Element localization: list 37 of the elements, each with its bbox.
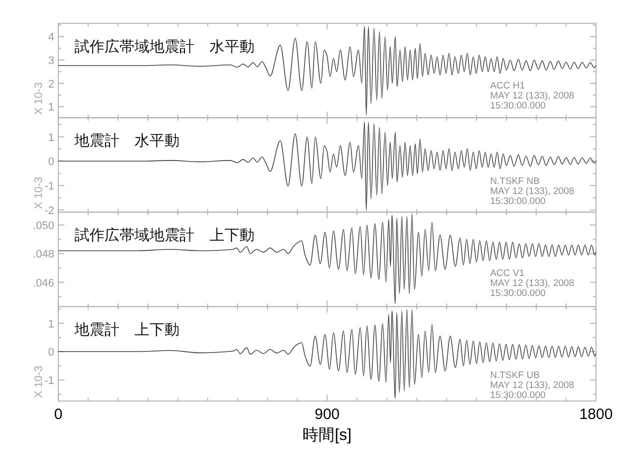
panel-title: 地震計 水平動: [74, 132, 180, 150]
y-axis-title: X 10-3: [33, 366, 45, 398]
annotation: MAY 12 (133), 2008: [490, 90, 574, 102]
annotation: MAY 12 (133), 2008: [490, 278, 574, 290]
x-tick-label: 900: [314, 406, 340, 423]
y-tick-label: .050: [32, 220, 54, 232]
y-tick-label: 1: [48, 132, 54, 144]
y-axis-title: X 10-3: [33, 82, 45, 115]
y-tick-label: 2: [48, 78, 54, 90]
x-tick-label: 0: [54, 406, 62, 423]
y-tick-label: .048: [32, 248, 54, 261]
annotation: ACC V1: [490, 268, 524, 280]
annotation: ACC H1: [490, 80, 525, 92]
annotation: 15:30:00.000: [490, 196, 546, 208]
y-tick-label: .046: [32, 277, 54, 290]
panel-title: 試作広帯域地震計 上下動: [74, 227, 254, 244]
annotation: 15:30:00.000: [490, 390, 546, 402]
y-tick-label: -1: [44, 375, 54, 388]
x-axis-title: 時間[s]: [302, 427, 352, 444]
annotation: 15:30:00.000: [490, 100, 546, 112]
panel-title: 地震計 上下動: [74, 322, 180, 339]
annotation: N.TSKF UB: [490, 370, 540, 382]
annotation: MAY 12 (133), 2008: [490, 186, 574, 198]
y-tick-label: 3: [48, 55, 54, 67]
y-tick-label: 0: [48, 346, 54, 359]
y-tick-label: 4: [48, 32, 54, 44]
y-tick-label: -1: [44, 180, 54, 193]
x-tick-label: 1800: [579, 406, 613, 423]
y-tick-label: 0: [48, 156, 54, 168]
annotation: N.TSKF NB: [490, 176, 540, 188]
y-tick-label: -2: [44, 204, 54, 217]
panel-title: 試作広帯域地震計 水平動: [74, 38, 254, 56]
annotation: MAY 12 (133), 2008: [490, 380, 574, 392]
annotation: 15:30:00.000: [490, 288, 546, 300]
y-axis-title: X 10-3: [33, 176, 45, 210]
y-tick-label: 1: [48, 102, 54, 114]
y-tick-label: 1: [48, 318, 54, 330]
